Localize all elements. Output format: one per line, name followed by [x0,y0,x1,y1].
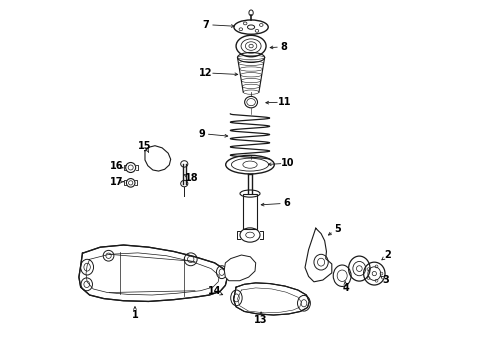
Text: 15: 15 [138,141,152,151]
Text: 6: 6 [284,198,291,208]
Text: 11: 11 [277,97,291,107]
Text: 13: 13 [254,315,268,325]
Text: 2: 2 [385,250,391,260]
Polygon shape [79,245,227,301]
Text: 3: 3 [383,275,390,285]
Text: 7: 7 [202,19,209,30]
Text: 8: 8 [281,42,288,52]
Text: 18: 18 [185,173,198,183]
Bar [243,194,257,229]
Text: 12: 12 [199,68,213,78]
Text: 9: 9 [198,129,205,139]
Text: 17: 17 [110,177,123,187]
Text: 1: 1 [132,310,138,320]
Text: 14: 14 [208,287,221,296]
Text: 4: 4 [343,283,349,293]
Polygon shape [224,255,256,281]
Text: 16: 16 [110,161,123,171]
Text: 5: 5 [334,224,341,234]
Polygon shape [234,283,309,315]
Text: 10: 10 [281,158,294,168]
